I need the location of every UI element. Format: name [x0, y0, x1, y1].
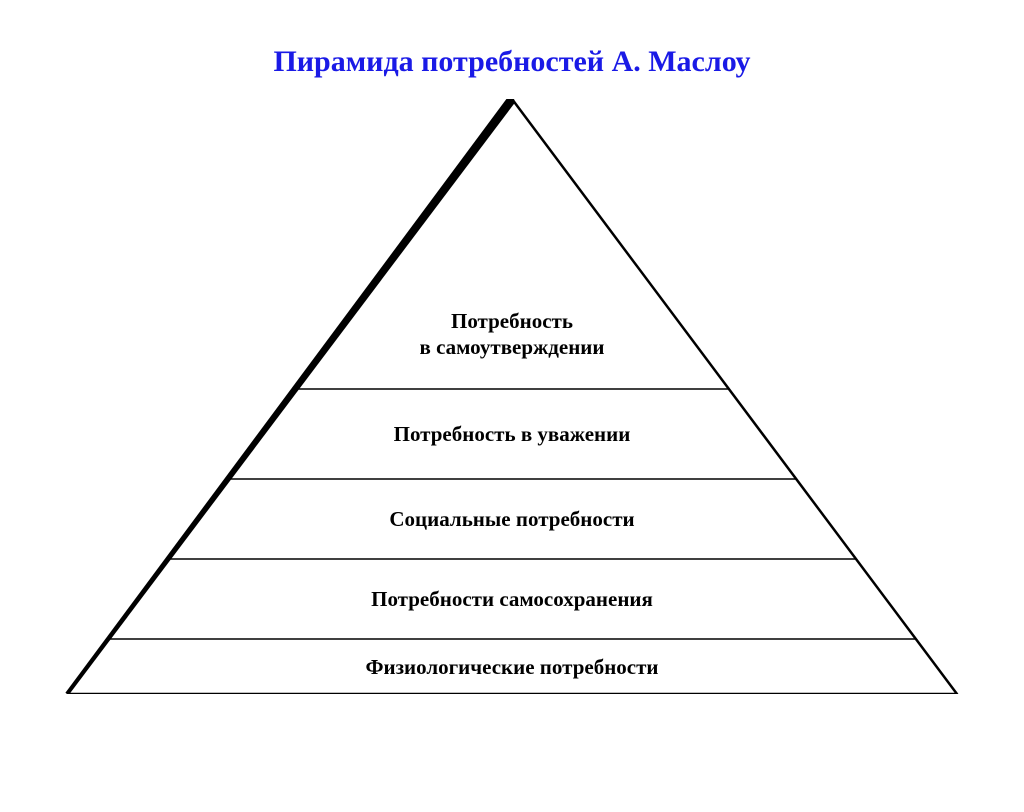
- maslow-pyramid: Потребность в самоутверждении Потребность…: [52, 99, 972, 694]
- pyramid-level-4: Потребности самосохранения: [52, 586, 972, 612]
- page-title: Пирамида потребностей А. Маслоу: [0, 45, 1024, 79]
- pyramid-level-2: Потребность в уважении: [52, 421, 972, 447]
- pyramid-level-5: Физиологические потребности: [52, 654, 972, 680]
- pyramid-level-1: Потребность в самоутверждении: [52, 308, 972, 361]
- pyramid-level-3: Социальные потребности: [52, 506, 972, 532]
